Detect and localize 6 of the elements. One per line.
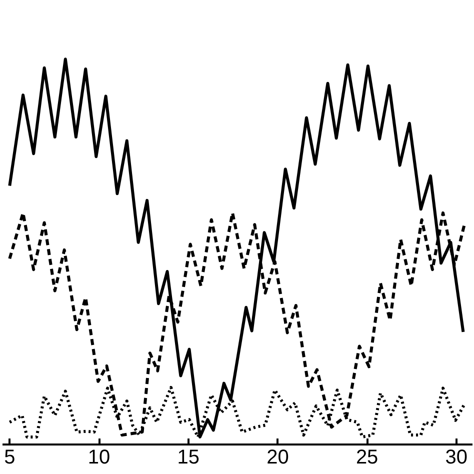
- x-tick-label: 25: [356, 446, 378, 468]
- x-tick-label: 15: [177, 446, 200, 468]
- x-tick-label: 5: [4, 446, 16, 468]
- x-tick-label: 20: [266, 446, 289, 468]
- x-tick-label: 10: [88, 446, 110, 468]
- x-tick-label: 30: [445, 446, 468, 468]
